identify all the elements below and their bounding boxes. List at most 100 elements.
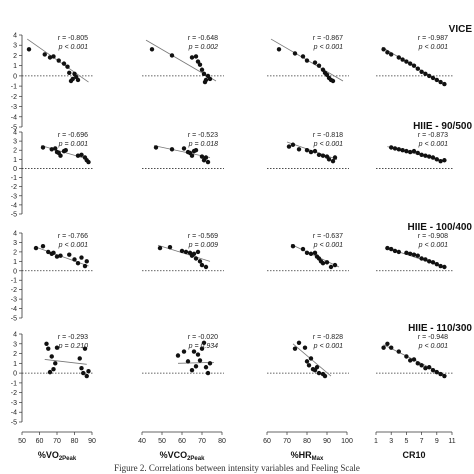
data-point — [423, 366, 428, 371]
correlation-p: p = 0.018 — [188, 141, 218, 148]
x-axis-label-subscript: 2Peak — [59, 456, 77, 462]
y-tick-label: 1 — [13, 157, 17, 164]
correlation-r: r = -0.867 — [313, 35, 343, 42]
data-point — [296, 340, 302, 345]
data-point — [292, 346, 298, 351]
x-tick-label: 11 — [448, 438, 455, 445]
data-point — [415, 150, 420, 156]
data-point — [330, 158, 336, 164]
data-point — [292, 51, 298, 56]
data-point — [79, 255, 84, 260]
data-point — [415, 253, 420, 258]
y-tick-label: 3 — [13, 139, 17, 146]
data-point — [157, 245, 163, 251]
data-point — [169, 53, 175, 58]
data-point — [40, 244, 46, 249]
x-tick-label: 50 — [158, 438, 166, 445]
data-point — [195, 249, 201, 255]
x-axis-label: %HRMax — [291, 450, 324, 462]
y-tick-label: -3 — [11, 297, 17, 304]
y-tick-label: 1 — [13, 259, 17, 266]
data-point — [54, 254, 60, 259]
data-point — [408, 251, 413, 256]
data-point — [385, 341, 390, 346]
data-point — [332, 155, 338, 160]
data-point — [79, 366, 84, 371]
y-tick-label: -1 — [11, 175, 17, 182]
x-axis-label: %VO2Peak — [38, 450, 77, 462]
data-point — [389, 145, 394, 150]
data-point — [197, 259, 203, 264]
y-tick-label: 4 — [13, 231, 17, 238]
y-tick-label: 4 — [13, 332, 17, 339]
data-point — [434, 261, 439, 267]
data-point — [51, 54, 56, 59]
data-point — [189, 153, 195, 158]
data-point — [54, 345, 60, 350]
data-point — [404, 148, 409, 154]
data-point — [26, 47, 32, 52]
data-point — [290, 142, 296, 147]
data-point — [314, 365, 320, 370]
data-point — [56, 58, 61, 63]
data-point — [312, 148, 318, 154]
data-point — [51, 250, 56, 256]
data-point — [316, 370, 322, 376]
data-point — [67, 70, 72, 76]
data-point — [312, 250, 318, 256]
correlation-r: r = -0.766 — [58, 233, 88, 240]
data-point — [411, 63, 417, 68]
data-point — [175, 353, 181, 358]
data-point — [326, 157, 332, 162]
y-tick-label: 0 — [13, 73, 17, 80]
data-point — [396, 55, 401, 60]
data-point — [430, 367, 436, 373]
data-point — [65, 64, 70, 69]
y-tick-label: 0 — [13, 371, 17, 378]
regression-line — [44, 359, 87, 365]
data-point — [330, 78, 336, 84]
y-tick-label: -2 — [11, 94, 17, 101]
x-tick-label: 3 — [389, 438, 393, 445]
data-point — [408, 61, 413, 66]
data-point — [430, 260, 436, 265]
correlation-r: r = -0.873 — [418, 132, 448, 139]
y-tick-label: -5 — [11, 125, 17, 132]
correlation-r: r = -0.828 — [313, 334, 343, 341]
x-axis-label-subscript: 2Peak — [187, 456, 205, 462]
data-point — [203, 77, 209, 83]
y-tick-label: 0 — [13, 166, 17, 173]
figure-caption: Figure 2. Correlations between intensity… — [114, 463, 360, 473]
data-point — [81, 370, 86, 376]
y-tick-label: -4 — [11, 306, 17, 313]
data-point — [404, 250, 409, 256]
correlation-r: r = -0.908 — [418, 233, 448, 240]
data-point — [427, 73, 432, 79]
data-point — [205, 370, 211, 376]
x-tick-label: 70 — [53, 438, 61, 445]
x-tick-label: 80 — [218, 438, 226, 445]
correlation-p: p < 0.001 — [418, 141, 448, 148]
x-tick-label: 1 — [374, 438, 378, 445]
data-point — [181, 146, 187, 151]
data-point — [392, 146, 398, 151]
x-tick-label: 7 — [420, 438, 424, 445]
data-point — [419, 363, 424, 368]
data-point — [79, 152, 84, 157]
data-point — [404, 59, 409, 64]
correlation-p: p < 0.001 — [418, 44, 448, 51]
x-tick-label: 60 — [36, 438, 44, 445]
data-point — [149, 47, 155, 52]
data-point — [201, 71, 207, 77]
data-point — [396, 349, 401, 354]
data-point — [189, 55, 195, 60]
y-tick-label: 3 — [13, 43, 17, 50]
data-point — [33, 245, 39, 251]
data-point — [419, 152, 424, 157]
data-point — [396, 147, 401, 152]
data-point — [419, 256, 424, 261]
correlation-p: p = 0.001 — [58, 141, 88, 148]
data-point — [47, 369, 53, 375]
y-tick-label: 2 — [13, 351, 17, 358]
y-tick-label: 3 — [13, 341, 17, 348]
